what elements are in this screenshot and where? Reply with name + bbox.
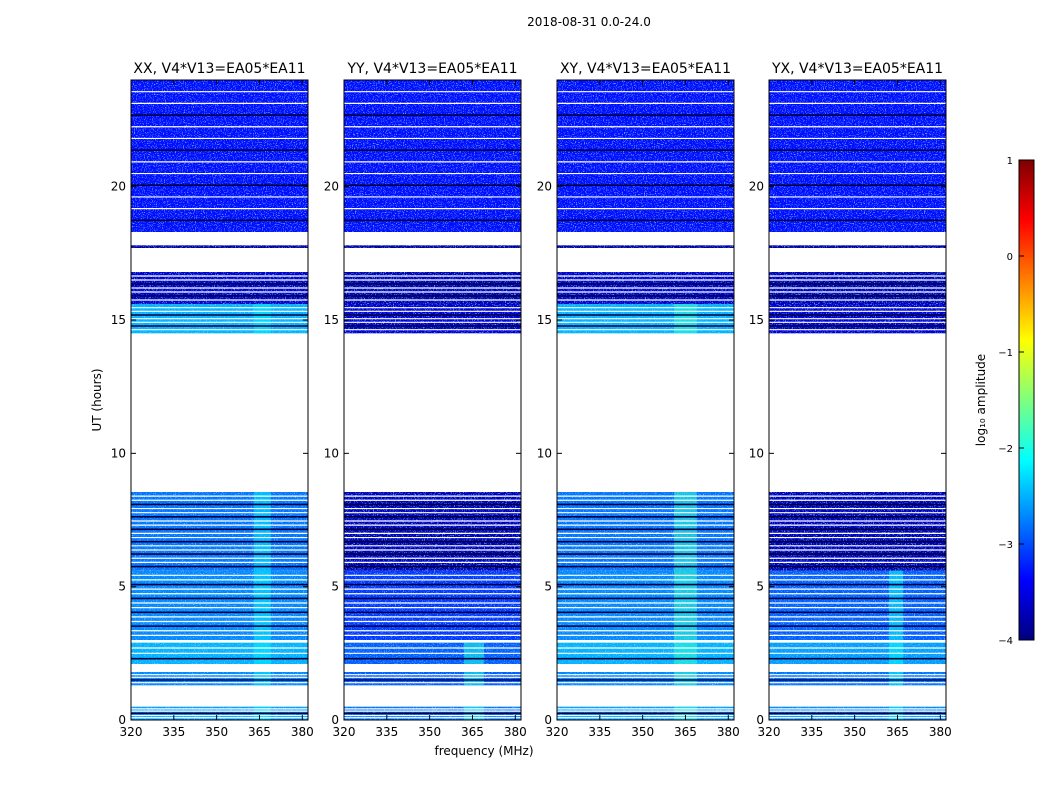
data-block [769,80,946,232]
data-block [131,570,308,640]
x-tick-label: 335 [800,725,823,739]
x-tick-label: 320 [546,725,569,739]
x-tick-label: 335 [588,725,611,739]
x-tick-label: 380 [929,725,952,739]
panel-frame [343,79,522,721]
y-tick-label: 10 [111,446,126,460]
panel-title: YX, V4*V13=EA05*EA11 [771,61,943,77]
data-block [769,570,946,640]
data-block [769,672,946,686]
data-block [344,80,521,232]
x-axis-label: frequency (MHz) [434,744,533,758]
rfi-band [888,672,904,686]
data-block [557,245,734,248]
colorbar-label: log₁₀ amplitude [974,354,988,446]
rfi-band [674,570,697,640]
rfi-band [253,570,271,640]
panel-2: XY, V4*V13=EA05*EA11 320 335 350 365 380 0 5 10 1… [537,61,740,739]
x-tick-label: 320 [333,725,356,739]
panel-frame [130,79,309,721]
panel-title: YY, V4*V13=EA05*EA11 [346,61,517,77]
figure-suptitle: 2018-08-31 0.0-24.0 [527,15,651,29]
y-tick-label: 0 [118,713,126,727]
rfi-band [674,492,697,571]
y-tick-label: 0 [756,713,764,727]
y-tick-label: 5 [118,580,126,594]
x-tick-label: 350 [843,725,866,739]
y-tick-label: 20 [537,180,552,194]
y-tick-label: 5 [544,580,552,594]
panel-title: XX, V4*V13=EA05*EA11 [133,61,305,77]
rfi-band [888,570,904,640]
x-tick-label: 335 [162,725,185,739]
x-tick-label: 350 [631,725,654,739]
y-tick-label: 15 [111,313,126,327]
x-tick-label: 380 [717,725,740,739]
y-tick-label: 10 [749,446,764,460]
x-tick-label: 380 [291,725,314,739]
x-tick-label: 365 [248,725,271,739]
panel-title: XY, V4*V13=EA05*EA11 [560,61,731,77]
y-tick-label: 0 [331,713,339,727]
y-tick-label: 0 [544,713,552,727]
panel-frame [556,79,735,721]
y-tick-label: 5 [756,580,764,594]
colorbar-tick-label: −3 [998,540,1013,551]
x-tick-label: 380 [504,725,527,739]
data-block [344,672,521,686]
colorbar-tick-label: 1 [1007,156,1013,167]
x-tick-label: 365 [461,725,484,739]
x-tick-label: 320 [758,725,781,739]
y-tick-label: 20 [324,180,339,194]
data-block [131,245,308,248]
data-block [557,570,734,640]
x-tick-label: 365 [886,725,909,739]
y-tick-label: 15 [749,313,764,327]
data-block [131,672,308,686]
colorbar-tick-label: −2 [998,444,1013,455]
y-tick-label: 20 [749,180,764,194]
data-block [557,80,734,232]
data-block [769,245,946,248]
data-block [344,245,521,248]
rfi-band [674,672,697,686]
y-tick-label: 5 [331,580,339,594]
x-tick-label: 335 [375,725,398,739]
panel-1: YY, V4*V13=EA05*EA11 320 335 350 365 380 0 5 10 1… [324,61,527,739]
colorbar-tick-label: 0 [1007,252,1013,263]
x-tick-label: 320 [120,725,143,739]
y-tick-label: 10 [324,446,339,460]
x-tick-label: 350 [205,725,228,739]
panel-3: YX, V4*V13=EA05*EA11 320 335 350 365 380 0 5 10 1… [749,61,952,739]
y-tick-label: 10 [537,446,552,460]
colorbar-tick-label: −1 [998,348,1013,359]
rfi-band [253,492,271,571]
x-tick-label: 365 [674,725,697,739]
colorbar-gradient [1018,159,1035,641]
colorbar-ticks: 1 0 −1 −2 −3 −4 [998,156,1024,647]
x-tick-label: 350 [418,725,441,739]
y-tick-label: 15 [537,313,552,327]
panel-0: XX, V4*V13=EA05*EA11 320 335 350 365 380 0 5 10 1… [111,61,314,739]
data-block [557,672,734,686]
y-tick-label: 20 [111,180,126,194]
data-block [344,570,521,640]
rfi-band [253,672,271,686]
colorbar: 1 0 −1 −2 −3 −4 log₁₀ amplitude [974,156,1035,647]
y-axis-label: UT (hours) [90,368,104,431]
colorbar-tick-label: −4 [998,636,1013,647]
rfi-band [463,672,484,686]
panel-group: XX, V4*V13=EA05*EA11 320 335 350 365 380 0 5 10 1… [111,61,952,739]
panel-frame [768,79,947,721]
data-block [131,80,308,232]
y-tick-label: 15 [324,313,339,327]
